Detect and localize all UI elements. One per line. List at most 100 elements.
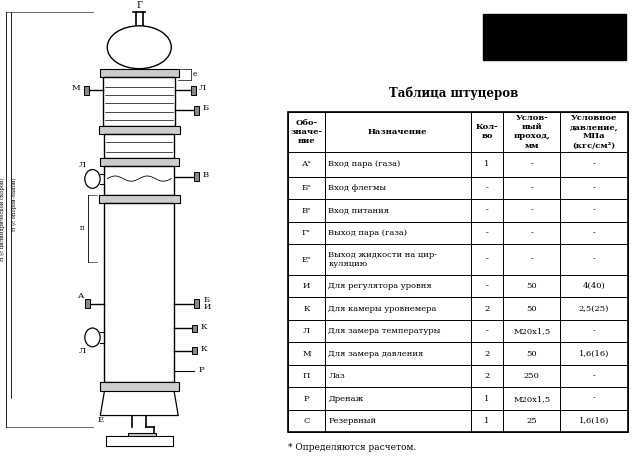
Bar bbox=[503, 244, 560, 275]
Bar bbox=[325, 298, 471, 320]
Text: -: - bbox=[592, 229, 595, 237]
Text: Еˣ: Еˣ bbox=[301, 256, 311, 264]
Bar bbox=[560, 244, 628, 275]
Text: Б: Б bbox=[203, 296, 210, 305]
Text: Дренаж: Дренаж bbox=[329, 395, 364, 403]
Text: К: К bbox=[201, 323, 207, 331]
Text: -: - bbox=[486, 256, 489, 264]
Bar bbox=[288, 298, 325, 320]
Bar bbox=[503, 410, 560, 432]
Bar bbox=[288, 112, 628, 432]
Text: Аˣ: Аˣ bbox=[301, 160, 311, 168]
Bar bbox=[325, 342, 471, 365]
Bar bbox=[503, 342, 560, 365]
Bar bbox=[503, 298, 560, 320]
Text: Назначение: Назначение bbox=[368, 128, 428, 136]
Text: -: - bbox=[592, 327, 595, 335]
Text: Таблица штуцеров: Таблица штуцеров bbox=[389, 86, 519, 100]
Text: И: И bbox=[203, 304, 211, 312]
Bar bbox=[471, 275, 503, 298]
Bar bbox=[560, 387, 628, 410]
Bar bbox=[288, 320, 325, 342]
Bar bbox=[288, 222, 325, 244]
Text: -: - bbox=[486, 282, 489, 290]
Text: Бˣ: Бˣ bbox=[301, 184, 311, 192]
Text: Услов-
ный
проход,
мм: Услов- ный проход, мм bbox=[513, 114, 550, 150]
Bar bbox=[325, 410, 471, 432]
Bar bbox=[483, 14, 626, 60]
Bar bbox=[288, 342, 325, 365]
Bar bbox=[503, 177, 560, 199]
Bar bbox=[288, 275, 325, 298]
Text: -: - bbox=[486, 206, 489, 215]
Text: Для камеры уровнемера: Для камеры уровнемера bbox=[329, 305, 437, 312]
Text: Для регулятора уровня: Для регулятора уровня bbox=[329, 282, 432, 290]
Bar bbox=[104, 203, 174, 382]
Bar bbox=[471, 342, 503, 365]
Bar bbox=[128, 433, 156, 439]
Bar bbox=[288, 410, 325, 432]
Bar bbox=[194, 299, 199, 308]
Bar bbox=[325, 365, 471, 387]
Bar bbox=[503, 222, 560, 244]
Ellipse shape bbox=[85, 328, 100, 347]
Bar bbox=[288, 152, 325, 177]
Text: Лаз: Лаз bbox=[329, 372, 345, 380]
Text: 50: 50 bbox=[527, 350, 537, 358]
Text: Для замера температуры: Для замера температуры bbox=[329, 327, 441, 335]
Bar bbox=[103, 77, 175, 126]
Bar bbox=[560, 365, 628, 387]
Bar bbox=[471, 112, 503, 152]
Bar bbox=[106, 436, 173, 446]
Bar bbox=[471, 222, 503, 244]
Bar bbox=[503, 365, 560, 387]
Text: К: К bbox=[201, 345, 207, 353]
Bar bbox=[100, 382, 179, 391]
Bar bbox=[503, 112, 560, 152]
Text: Р: Р bbox=[198, 365, 204, 373]
Bar bbox=[100, 69, 179, 77]
Text: -: - bbox=[592, 206, 595, 215]
Bar bbox=[560, 152, 628, 177]
Bar bbox=[560, 199, 628, 222]
Text: М: М bbox=[72, 84, 80, 92]
Text: 2: 2 bbox=[484, 350, 490, 358]
Bar bbox=[503, 387, 560, 410]
Text: М20х1,5: М20х1,5 bbox=[513, 395, 551, 403]
Text: п: п bbox=[80, 224, 84, 232]
Text: -: - bbox=[486, 229, 489, 237]
Text: Кол-
во: Кол- во bbox=[476, 123, 498, 140]
Text: П: П bbox=[303, 372, 310, 380]
Text: -: - bbox=[530, 256, 533, 264]
Bar bbox=[192, 325, 197, 332]
Bar bbox=[288, 365, 325, 387]
Text: Условное
давление,
МПа
(кгс/см²): Условное давление, МПа (кгс/см²) bbox=[570, 114, 618, 150]
Text: Резервный: Резервный bbox=[329, 417, 377, 425]
Text: 1,6(16): 1,6(16) bbox=[579, 417, 609, 425]
Bar bbox=[325, 222, 471, 244]
Polygon shape bbox=[100, 391, 179, 416]
Ellipse shape bbox=[85, 170, 100, 188]
Text: е: е bbox=[193, 70, 197, 78]
Text: 50: 50 bbox=[527, 305, 537, 312]
Text: Вход пара (газа): Вход пара (газа) bbox=[329, 160, 401, 168]
Bar bbox=[471, 244, 503, 275]
Text: Л: Л bbox=[199, 84, 206, 92]
Text: -: - bbox=[592, 395, 595, 403]
Text: Р: Р bbox=[304, 395, 309, 403]
Bar bbox=[325, 112, 471, 152]
Ellipse shape bbox=[107, 26, 172, 69]
Bar bbox=[288, 244, 325, 275]
Text: -: - bbox=[530, 184, 533, 192]
Text: М: М bbox=[302, 350, 311, 358]
Text: Г: Г bbox=[136, 1, 142, 10]
Text: -: - bbox=[530, 206, 533, 215]
Bar bbox=[288, 112, 325, 152]
Bar bbox=[325, 387, 471, 410]
Bar bbox=[503, 320, 560, 342]
Bar bbox=[194, 172, 199, 181]
Bar bbox=[503, 152, 560, 177]
Bar bbox=[84, 86, 89, 94]
Bar bbox=[100, 159, 179, 166]
Text: Б: Б bbox=[203, 105, 209, 113]
